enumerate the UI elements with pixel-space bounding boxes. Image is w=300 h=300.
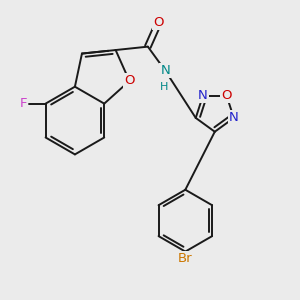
Text: N: N [198,89,208,102]
Text: H: H [160,82,168,92]
Text: N: N [160,64,170,77]
Text: N: N [229,111,239,124]
Text: F: F [20,97,27,110]
Text: O: O [124,74,135,88]
Text: O: O [221,89,232,102]
Text: Br: Br [178,252,193,265]
Text: O: O [153,16,164,29]
